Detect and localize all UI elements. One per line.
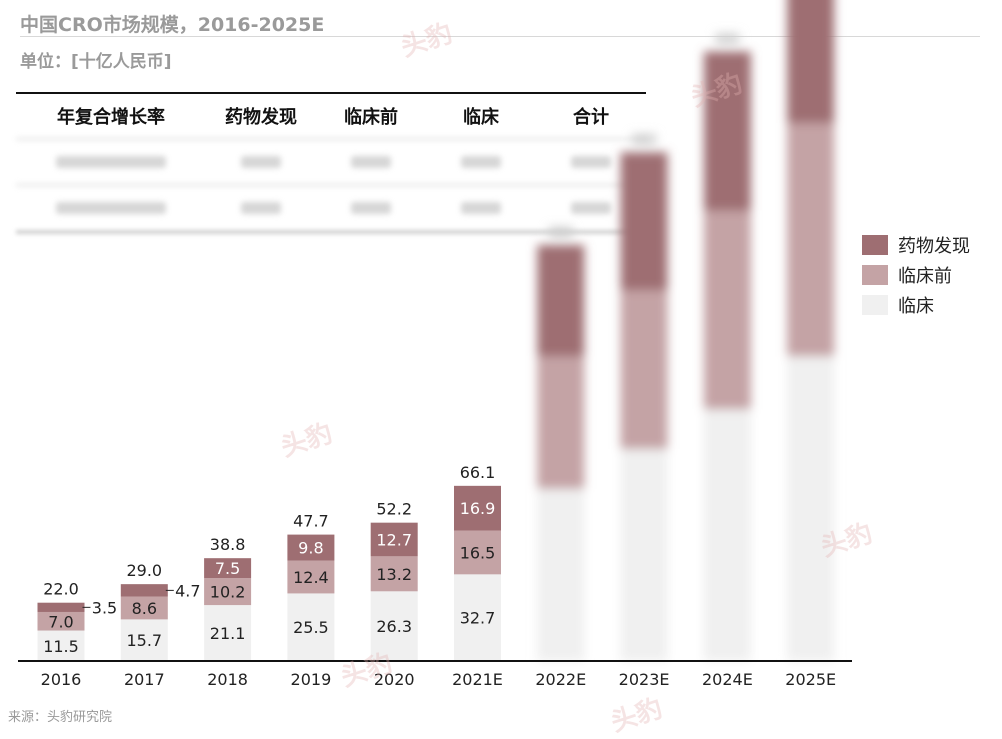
data-label: 10.2 — [210, 583, 246, 602]
blurred-bar-segment — [537, 356, 585, 489]
blurred-bar-segment — [703, 210, 751, 410]
bar-segment-clinical — [287, 593, 335, 661]
bar-segment-drug-discovery — [287, 534, 335, 561]
bar-segment-preclinical — [37, 611, 85, 631]
bar-segment-clinical — [37, 630, 85, 661]
data-label: 26.3 — [376, 617, 412, 636]
data-label: 21.1 — [210, 624, 246, 643]
total-label: 38.8 — [210, 535, 246, 554]
blurred-bar-segment — [620, 290, 668, 449]
blurred-bar-segment — [537, 244, 585, 357]
legend-item-clinical: 临床 — [862, 290, 970, 320]
bar-segment-preclinical — [204, 578, 252, 606]
blurred-bar-segment — [620, 152, 668, 290]
data-label: 12.7 — [376, 530, 412, 549]
legend-item-drug-discovery: 药物发现 — [862, 230, 970, 260]
bars-layer — [37, 485, 501, 661]
total-label: 66.1 — [460, 463, 496, 482]
bar-segment-preclinical — [287, 560, 335, 594]
title-divider — [20, 36, 980, 37]
bar-segment-drug-discovery — [454, 485, 501, 531]
blurred-bar-segment — [620, 449, 668, 661]
labels-layer: 11.5 7.0 3.5 22.0 15.7 8.6 4.7 29.0 21.1 10.2 7.5 3… — [43, 463, 495, 656]
data-label: 16.5 — [460, 543, 496, 562]
blurred-total-label — [632, 134, 657, 145]
legend-swatch-preclinical — [862, 265, 888, 285]
bar-segment-preclinical — [370, 556, 418, 592]
x-tick-label: 2023E — [619, 670, 670, 689]
x-tick-label: 2022E — [535, 670, 586, 689]
blurred-bar-segment — [703, 409, 751, 661]
blurred-total-label — [548, 226, 573, 237]
x-tick-label: 2020 — [374, 670, 415, 689]
bar-segment-preclinical — [454, 530, 501, 575]
cagr-header-drug-discovery: 药物发现 — [225, 107, 297, 128]
x-tick-label: 2016 — [41, 670, 82, 689]
data-label: 13.2 — [376, 565, 412, 584]
data-label: 16.9 — [460, 499, 496, 518]
total-label: 22.0 — [43, 580, 79, 599]
cagr-header-preclinical: 临床前 — [344, 107, 398, 128]
cagr-table-bottom-rule — [16, 230, 646, 234]
data-label: 7.0 — [48, 612, 73, 631]
blurred-bar-segment — [703, 51, 751, 211]
legend: 药物发现 临床前 临床 — [862, 230, 970, 320]
total-label: 52.2 — [376, 500, 412, 519]
total-label: 29.0 — [126, 561, 162, 580]
cagr-header-label: 年复合增长率 — [57, 107, 165, 128]
bar-segment-drug-discovery — [37, 602, 85, 612]
bar-segment-preclinical — [120, 596, 168, 620]
data-label: 4.7 — [175, 581, 200, 600]
x-tick-label: 2021E — [452, 670, 503, 689]
x-axis-ticks: 2016 2017 2018 2019 2020 2021E 2022E 2023E 2024E… — [41, 670, 836, 689]
x-tick-label: 2025E — [785, 670, 836, 689]
legend-swatch-drug-discovery — [862, 235, 888, 255]
cagr-header-total: 合计 — [573, 107, 609, 128]
legend-label-clinical: 临床 — [898, 296, 934, 317]
data-label: 9.8 — [298, 539, 323, 558]
legend-label-drug-discovery: 药物发现 — [898, 236, 970, 257]
bar-segment-clinical — [454, 574, 501, 661]
data-label: 7.5 — [215, 559, 240, 578]
blurred-total-label — [715, 33, 740, 44]
bar-segment-drug-discovery — [370, 522, 418, 557]
blurred-bar-segment — [537, 488, 585, 661]
cagr-table: 年复合增长率 药物发现 临床前 临床 合计 — [16, 92, 646, 234]
cagr-table-row-blurred — [16, 138, 646, 184]
legend-swatch-clinical — [862, 295, 888, 315]
unit-label: 单位：[十亿人民币] — [20, 52, 172, 72]
bar-segment-clinical — [120, 619, 168, 661]
legend-item-preclinical: 临床前 — [862, 260, 970, 290]
data-label: 15.7 — [126, 631, 162, 650]
data-label: 8.6 — [132, 599, 157, 618]
total-label: 47.7 — [293, 512, 329, 531]
bar-segment-clinical — [204, 605, 252, 661]
bar-segment-drug-discovery — [204, 558, 252, 579]
source-note: 来源：头豹研究院 — [8, 710, 113, 725]
data-label: 32.7 — [460, 609, 496, 628]
cagr-table-row-blurred — [16, 184, 646, 230]
blurred-forecast-bars — [537, 0, 835, 661]
chart-title: 中国CRO市场规模，2016-2025E — [20, 14, 325, 36]
bar-segment-drug-discovery — [120, 584, 168, 597]
blurred-bar-segment — [787, 356, 835, 661]
bar-segment-clinical — [370, 591, 418, 661]
x-tick-label: 2018 — [207, 670, 248, 689]
data-label: 11.5 — [43, 637, 79, 656]
blurred-bar-segment — [787, 0, 835, 124]
legend-label-preclinical: 临床前 — [898, 266, 952, 287]
data-label: 12.4 — [293, 568, 329, 587]
cagr-table-header: 年复合增长率 药物发现 临床前 临床 合计 — [16, 94, 646, 138]
cagr-header-clinical: 临床 — [463, 107, 499, 128]
data-label: 25.5 — [293, 618, 329, 637]
blurred-bar-segment — [787, 123, 835, 357]
data-label: 3.5 — [92, 598, 117, 617]
x-tick-label: 2024E — [702, 670, 753, 689]
x-tick-label: 2019 — [291, 670, 332, 689]
x-tick-label: 2017 — [124, 670, 165, 689]
